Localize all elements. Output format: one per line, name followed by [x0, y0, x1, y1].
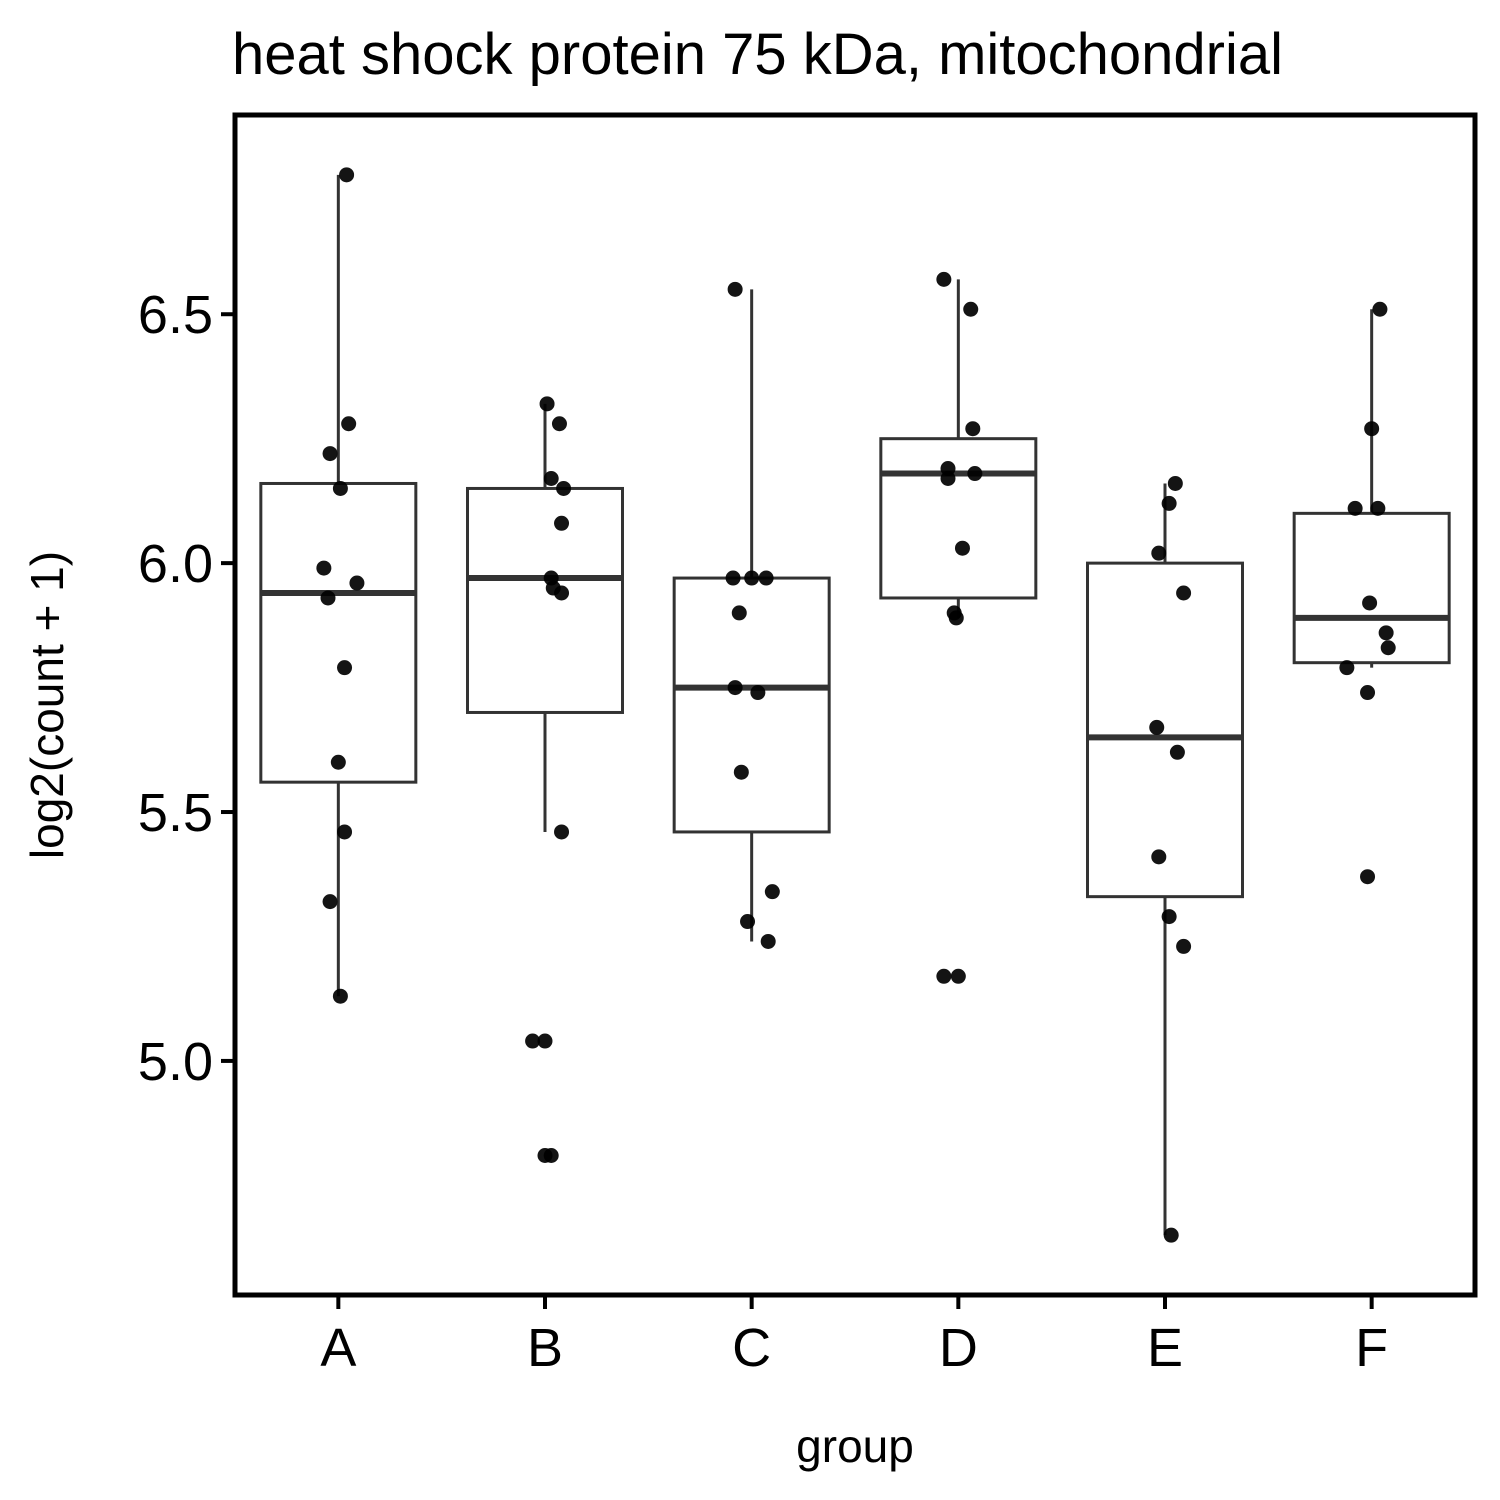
- data-point-e: [1151, 545, 1167, 561]
- box-group-b: [466, 403, 624, 832]
- data-point-a: [316, 560, 332, 576]
- data-point-d: [936, 968, 952, 984]
- data-point-c: [731, 605, 747, 621]
- box-group-c: [672, 289, 831, 942]
- plot-area: [259, 167, 1451, 1243]
- data-point-c: [744, 570, 760, 586]
- data-point-b: [539, 396, 555, 412]
- box-e: [1086, 561, 1244, 899]
- data-point-f: [1364, 421, 1380, 437]
- data-point-d: [954, 540, 970, 556]
- y-tick-label: 5.5: [138, 783, 213, 843]
- data-point-a: [320, 590, 336, 606]
- data-point-f: [1378, 625, 1394, 641]
- data-point-d: [963, 301, 979, 317]
- x-tick-label-d: D: [939, 1318, 978, 1378]
- data-point-d: [940, 471, 956, 487]
- box-group-e: [1086, 483, 1244, 1236]
- y-axis: 5.0 5.5 6.0 6.5: [138, 285, 235, 1092]
- data-point-e: [1176, 938, 1192, 954]
- box-group-a: [259, 174, 418, 997]
- data-point-c: [725, 570, 741, 586]
- data-point-c: [727, 680, 743, 696]
- data-point-f: [1372, 301, 1388, 317]
- data-point-a: [322, 894, 338, 910]
- x-tick-label-a: A: [320, 1318, 356, 1378]
- data-point-b: [551, 416, 567, 432]
- data-point-f: [1347, 500, 1363, 516]
- data-point-a: [332, 988, 348, 1004]
- data-point-d: [950, 968, 966, 984]
- y-tick-label: 6.5: [138, 285, 213, 345]
- box-group-d: [879, 279, 1038, 618]
- data-point-a: [341, 416, 357, 432]
- data-points: [316, 167, 1396, 1243]
- x-tick-label-c: C: [732, 1318, 771, 1378]
- data-point-b: [537, 1033, 553, 1049]
- data-point-e: [1167, 475, 1183, 491]
- data-point-f: [1360, 869, 1376, 885]
- chart-title: heat shock protein 75 kDa, mitochondrial: [232, 22, 1283, 87]
- data-point-e: [1163, 1227, 1179, 1243]
- data-point-f: [1370, 500, 1386, 516]
- y-tick-label: 5.0: [138, 1032, 213, 1092]
- box-group-f: [1292, 309, 1451, 668]
- data-point-c: [727, 281, 743, 297]
- data-point-e: [1149, 719, 1165, 735]
- data-point-a: [332, 480, 348, 496]
- data-point-b: [554, 585, 570, 601]
- box-b: [466, 486, 624, 714]
- data-point-c: [764, 884, 780, 900]
- data-point-d: [965, 421, 981, 437]
- data-point-b: [543, 471, 559, 487]
- x-tick-label-f: F: [1355, 1318, 1388, 1378]
- data-point-a: [337, 824, 353, 840]
- data-point-c: [758, 570, 774, 586]
- y-tick-label: 6.0: [138, 534, 213, 594]
- box-c: [672, 576, 831, 834]
- data-point-f: [1380, 640, 1396, 656]
- data-point-a: [339, 167, 355, 183]
- y-axis-title: log2(count + 1): [21, 551, 73, 859]
- data-point-e: [1161, 909, 1177, 925]
- data-point-f: [1339, 660, 1355, 676]
- data-point-a: [337, 660, 353, 676]
- x-tick-label-b: B: [527, 1318, 563, 1378]
- data-point-f: [1360, 685, 1376, 701]
- x-axis-title: group: [796, 1420, 914, 1472]
- data-point-b: [525, 1033, 541, 1049]
- data-point-b: [543, 1148, 559, 1164]
- box-d: [879, 437, 1038, 600]
- data-point-e: [1161, 495, 1177, 511]
- box-f: [1292, 511, 1451, 665]
- data-point-d: [948, 610, 964, 626]
- box-a: [259, 481, 418, 784]
- data-point-c: [733, 764, 749, 780]
- data-point-e: [1176, 585, 1192, 601]
- data-point-f: [1362, 595, 1378, 611]
- data-point-d: [936, 271, 952, 287]
- data-point-b: [554, 515, 570, 531]
- data-point-c: [750, 685, 766, 701]
- data-point-a: [322, 446, 338, 462]
- data-point-d: [967, 466, 983, 482]
- data-point-e: [1169, 744, 1185, 760]
- data-point-b: [554, 824, 570, 840]
- x-tick-label-e: E: [1147, 1318, 1183, 1378]
- data-point-a: [330, 754, 346, 770]
- x-axis: A B C D E F: [320, 1295, 1388, 1378]
- data-point-c: [760, 933, 776, 949]
- data-point-c: [740, 914, 756, 930]
- data-point-b: [556, 480, 572, 496]
- data-point-a: [349, 575, 365, 591]
- data-point-e: [1151, 849, 1167, 865]
- panel-border: [232, 112, 1478, 1298]
